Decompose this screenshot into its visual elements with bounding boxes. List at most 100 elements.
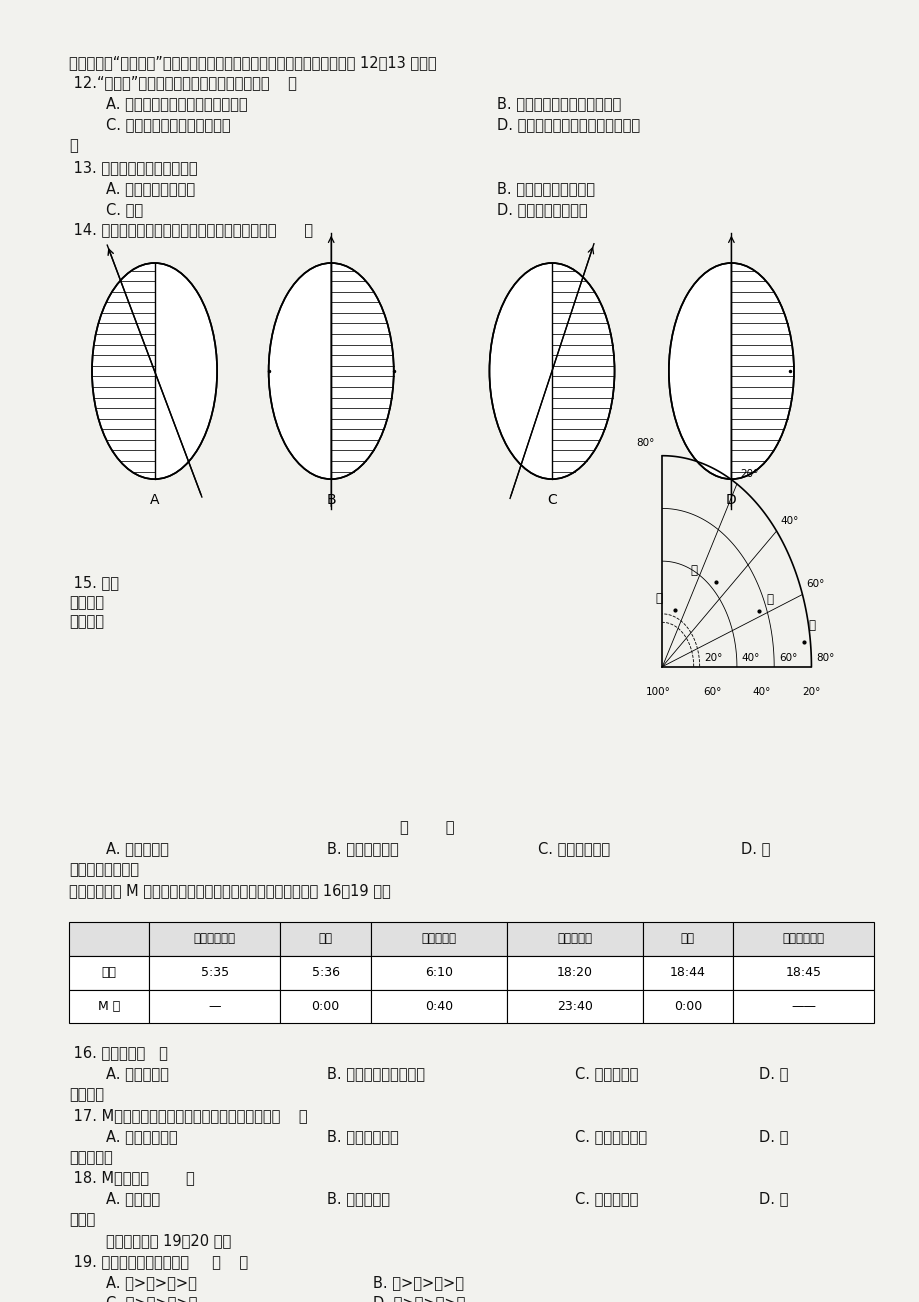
Text: B. 乙>丙>甲>丁: B. 乙>丙>甲>丁 [372, 1275, 463, 1290]
Text: 16. 这一天是（   ）: 16. 这一天是（ ） [69, 1046, 167, 1061]
Text: 18:44: 18:44 [669, 966, 705, 979]
Bar [732, 990, 873, 1023]
Ellipse shape [268, 263, 393, 479]
Text: 地地区: 地地区 [69, 1212, 96, 1228]
Text: 19. 图中四地的自转线速度     （    ）: 19. 图中四地的自转线速度 （ ） [69, 1254, 248, 1269]
Text: C. 昼夜长短相同: C. 昼夜长短相同 [538, 841, 609, 857]
Text: A. 春分日前后: A. 春分日前后 [106, 1066, 168, 1082]
Text: B. 季节变化相同: B. 季节变化相同 [326, 841, 398, 857]
Bar [370, 956, 506, 990]
Text: （        ）: （ ） [400, 820, 454, 836]
Text: 丙: 丙 [690, 564, 698, 577]
Text: 乙: 乙 [766, 594, 773, 607]
Bar [280, 956, 370, 990]
Bar [370, 922, 506, 956]
Text: C. 气候干旱，大气的透明度高: C. 气候干旱，大气的透明度高 [106, 117, 230, 133]
Text: A. 甲>乙>丙>丁: A. 甲>乙>丙>丁 [106, 1275, 197, 1290]
Text: —: — [209, 1000, 221, 1013]
Text: 0:00: 0:00 [673, 1000, 701, 1013]
Bar [149, 922, 280, 956]
Bar [69, 956, 149, 990]
Text: C. 中纬度地区: C. 中纬度地区 [574, 1191, 638, 1207]
Text: A. 海拔高，接近卫星所在的大气层: A. 海拔高，接近卫星所在的大气层 [106, 96, 247, 112]
Text: 60°: 60° [702, 687, 720, 698]
Text: 80°: 80° [815, 652, 834, 663]
Text: D. 正: D. 正 [740, 841, 769, 857]
Text: D. 极: D. 极 [758, 1191, 788, 1207]
Text: 18:20: 18:20 [556, 966, 592, 979]
Bar [280, 922, 370, 956]
Text: 5:35: 5:35 [200, 966, 229, 979]
Bar [641, 922, 732, 956]
Text: 60°: 60° [777, 652, 796, 663]
Text: 13. 宇宙空间的垃圾，不包括: 13. 宇宙空间的垃圾，不包括 [69, 160, 198, 176]
Text: 40°: 40° [741, 652, 759, 663]
Bar [69, 922, 149, 956]
Text: A. 太阳不落现象: A. 太阳不落现象 [106, 1129, 177, 1144]
Text: 18:45: 18:45 [785, 966, 821, 979]
Text: B. 五一国际劳动节前后: B. 五一国际劳动节前后 [326, 1066, 425, 1082]
Text: C. 大气散射现象: C. 大气散射现象 [574, 1129, 646, 1144]
Text: C. 丙>乙>丁>甲: C. 丙>乙>丁>甲 [106, 1295, 197, 1302]
Text: D. 丁>丙>乙>甲: D. 丁>丙>乙>甲 [372, 1295, 464, 1302]
Text: 丁: 丁 [655, 592, 662, 605]
Bar [370, 990, 506, 1023]
Text: 5:36: 5:36 [312, 966, 339, 979]
Text: D. 设备先进，科技人员的技术水平: D. 设备先进，科技人员的技术水平 [496, 117, 640, 133]
Ellipse shape [92, 263, 217, 479]
Text: 我国研制的“神舟三号”飞船顺利发射升空并成功进入预定轨道，据此回答 12～13 小题。: 我国研制的“神舟三号”飞船顺利发射升空并成功进入预定轨道，据此回答 12～13 … [69, 55, 437, 70]
Text: 日出地平线: 日出地平线 [421, 932, 456, 945]
Text: 12.“神舟号”选择在酒泉发射主要是因为它：（    ）: 12.“神舟号”选择在酒泉发射主要是因为它：（ ） [69, 76, 297, 91]
Text: 一条经线: 一条经线 [69, 595, 104, 611]
Text: A: A [150, 493, 159, 508]
Text: ——: —— [790, 1000, 815, 1013]
Text: B. 大气反射现象: B. 大气反射现象 [326, 1129, 398, 1144]
Text: C. 陨石: C. 陨石 [106, 202, 142, 217]
Text: 现极光现象: 现极光现象 [69, 1150, 113, 1165]
Text: B: B [326, 493, 335, 508]
Bar [506, 922, 641, 956]
Text: 17. M地这天没有出现黑夜现象，最主要是因为（    ）: 17. M地这天没有出现黑夜现象，最主要是因为（ ） [69, 1108, 307, 1124]
Text: 20°: 20° [801, 687, 820, 698]
Text: 14. 下列四幅图中，正确表示北半球夏至日的是（      ）: 14. 下列四幅图中，正确表示北半球夏至日的是（ ） [69, 223, 312, 238]
Text: 0:40: 0:40 [425, 1000, 452, 1013]
Text: C. 夏至日前后: C. 夏至日前后 [574, 1066, 638, 1082]
Text: 日落地平线: 日落地平线 [557, 932, 592, 945]
Text: 80°: 80° [636, 437, 654, 448]
Text: 天空黑暗结束: 天空黑暗结束 [194, 932, 235, 945]
Text: 20°: 20° [704, 652, 721, 663]
Bar [641, 990, 732, 1023]
Text: 40°: 40° [752, 687, 770, 698]
Text: B. 回归线地区: B. 回归线地区 [326, 1191, 389, 1207]
Text: 15. 在同: 15. 在同 [69, 575, 119, 591]
Text: 高: 高 [69, 138, 78, 154]
Bar [732, 956, 873, 990]
Text: 18. M地位于（        ）: 18. M地位于（ ） [69, 1170, 195, 1186]
Bar [280, 990, 370, 1023]
Text: B. 纬度低，接近同步地球轨道: B. 纬度低，接近同步地球轨道 [496, 96, 620, 112]
Text: 晨光: 晨光 [318, 932, 333, 945]
Bar [506, 990, 641, 1023]
Bar [149, 956, 280, 990]
Text: 100°: 100° [644, 687, 670, 698]
Text: D. 出: D. 出 [758, 1129, 788, 1144]
Text: 0:00: 0:00 [312, 1000, 339, 1013]
Text: 至日前后: 至日前后 [69, 1087, 104, 1103]
Ellipse shape [489, 263, 614, 479]
Bar [732, 922, 873, 956]
Text: A. 赤道地区: A. 赤道地区 [106, 1191, 160, 1207]
Text: 40°: 40° [779, 516, 798, 526]
Bar [641, 956, 732, 990]
Text: 20°: 20° [740, 469, 758, 479]
Text: 读右图，完成 19～20 题。: 读右图，完成 19～20 题。 [106, 1233, 231, 1249]
Text: 天空黑暗开始: 天空黑暗开始 [782, 932, 823, 945]
Text: D. 冬: D. 冬 [758, 1066, 788, 1082]
Text: 6:10: 6:10 [425, 966, 452, 979]
Text: C: C [547, 493, 556, 508]
Ellipse shape [668, 263, 793, 479]
Text: 昏影: 昏影 [680, 932, 694, 945]
Text: 午太阳高度角相同: 午太阳高度角相同 [69, 862, 139, 878]
Text: 下表是北京和 M 地同一天中的天空状况观测记录，分析并回答 16～19 题。: 下表是北京和 M 地同一天中的天空状况观测记录，分析并回答 16～19 题。 [69, 883, 391, 898]
Text: A. 寿命终止的航天器: A. 寿命终止的航天器 [106, 181, 195, 197]
Text: 60°: 60° [805, 579, 823, 590]
